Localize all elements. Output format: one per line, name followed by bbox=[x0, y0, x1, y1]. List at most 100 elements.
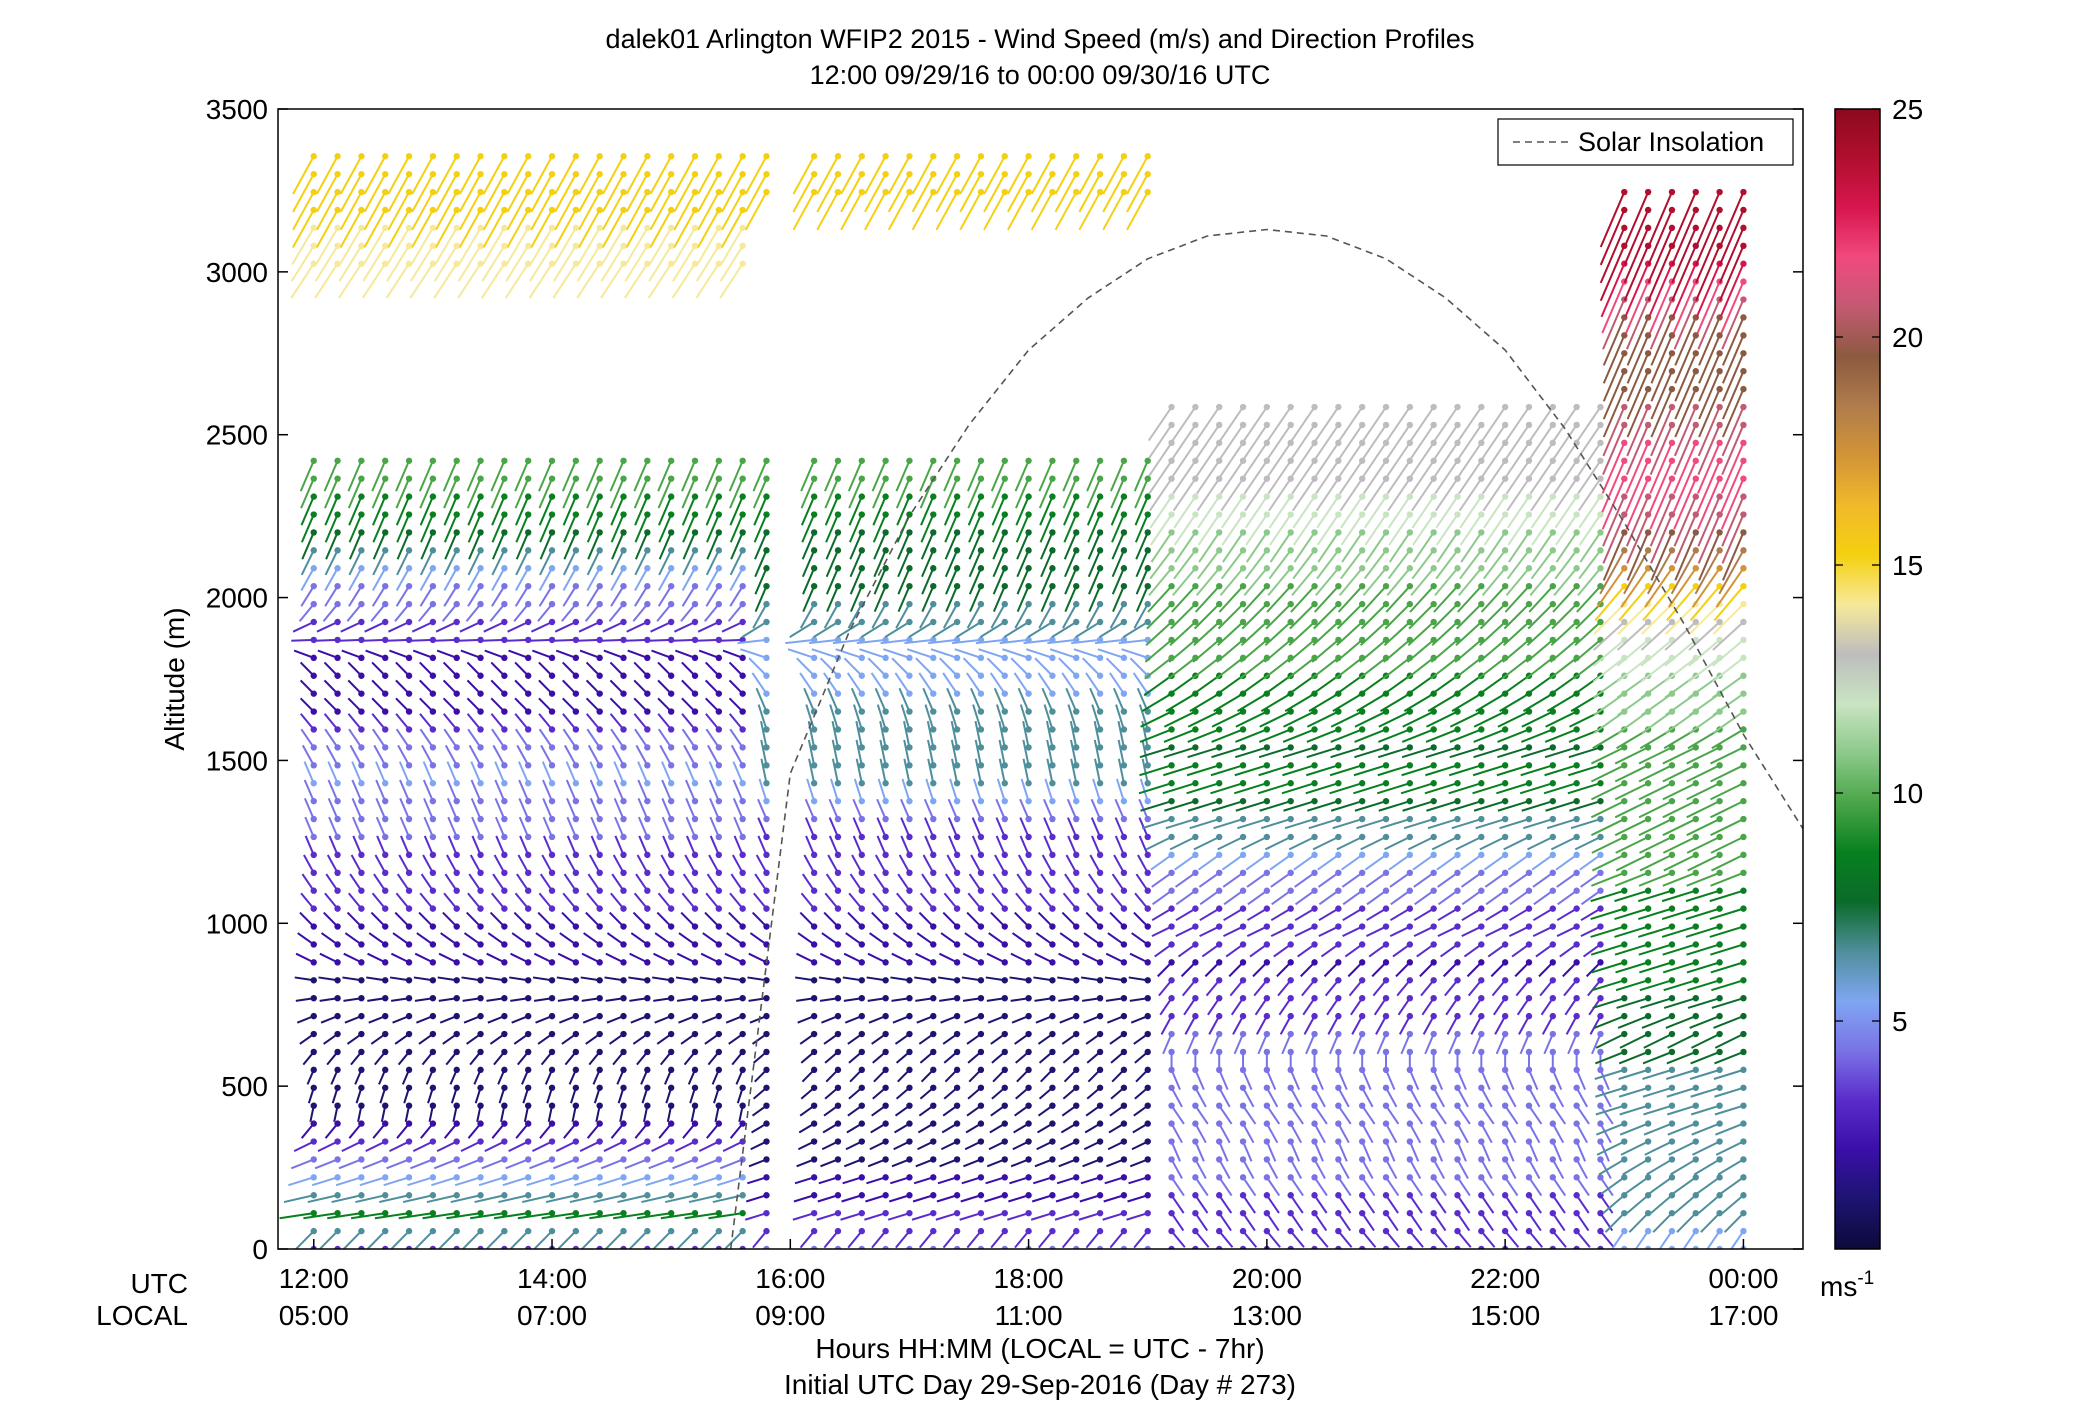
wind-barb bbox=[661, 779, 673, 802]
wind-barb-dot bbox=[1192, 780, 1199, 787]
wind-barb bbox=[950, 720, 959, 748]
wind-barb-dot bbox=[405, 260, 413, 267]
wind-barb-dot bbox=[1073, 869, 1080, 876]
wind-barb bbox=[1117, 758, 1125, 784]
wind-barb bbox=[729, 549, 744, 576]
wind-barb bbox=[1194, 1158, 1207, 1180]
wind-barb bbox=[799, 603, 816, 629]
wind-barb-dot bbox=[1287, 995, 1294, 1002]
wind-barb-dot bbox=[644, 1227, 651, 1235]
wind-barb-dot bbox=[1239, 1012, 1247, 1020]
wind-barb-dot bbox=[1430, 600, 1437, 608]
wind-barb-dot bbox=[739, 1192, 746, 1199]
wind-barb-dot bbox=[1335, 708, 1342, 715]
wind-barb-dot bbox=[1073, 959, 1080, 966]
wind-barb-dot bbox=[620, 1030, 627, 1038]
wind-barb-dot bbox=[596, 815, 603, 823]
wind-barb bbox=[968, 514, 982, 543]
wind-barb-dot bbox=[405, 959, 413, 966]
wind-barb bbox=[1088, 585, 1101, 613]
wind-barb-dot bbox=[358, 1209, 365, 1217]
wind-barb bbox=[611, 873, 625, 892]
wind-barb bbox=[888, 1194, 910, 1203]
wind-barb-dot bbox=[429, 726, 437, 733]
wind-barb-dot bbox=[548, 188, 556, 196]
wind-barb-dot bbox=[1430, 475, 1437, 482]
wind-barb bbox=[745, 1194, 767, 1203]
wind-barb-dot bbox=[644, 672, 651, 679]
wind-barb bbox=[1306, 710, 1339, 728]
wind-barb-dot bbox=[930, 1012, 937, 1020]
wind-barb-dot bbox=[977, 188, 985, 196]
wind-barb bbox=[986, 657, 1006, 677]
wind-barb-dot bbox=[1073, 600, 1080, 608]
wind-barb bbox=[867, 657, 887, 677]
wind-barb bbox=[1448, 1033, 1459, 1055]
wind-barb-dot bbox=[405, 762, 413, 769]
wind-barb bbox=[842, 1176, 863, 1185]
wind-barb-dot bbox=[405, 618, 413, 626]
wind-barb bbox=[672, 227, 696, 265]
wind-barb bbox=[376, 835, 387, 856]
wind-barb-dot bbox=[1001, 547, 1008, 554]
wind-barb bbox=[1413, 871, 1435, 888]
wind-barb-dot bbox=[1358, 511, 1366, 518]
wind-barb bbox=[1111, 873, 1125, 892]
wind-barb bbox=[1040, 585, 1054, 613]
wind-barb-dot bbox=[1478, 493, 1485, 500]
wind-barb-dot bbox=[620, 744, 627, 751]
wind-barb bbox=[513, 911, 529, 928]
wind-barb bbox=[1338, 1248, 1340, 1249]
wind-barb-dot bbox=[1192, 1138, 1199, 1145]
wind-barb bbox=[1361, 1123, 1374, 1144]
wind-barb-dot bbox=[572, 493, 580, 500]
wind-barb-dot bbox=[1406, 941, 1414, 948]
wind-barb bbox=[1303, 1015, 1316, 1035]
wind-barb-dot bbox=[1478, 941, 1485, 948]
wind-barb-dot bbox=[953, 1084, 961, 1091]
wind-barb bbox=[446, 761, 458, 784]
wind-barb-dot bbox=[1287, 600, 1294, 608]
wind-barb bbox=[1273, 943, 1292, 958]
wind-barb-dot bbox=[405, 1030, 413, 1038]
wind-barb bbox=[585, 460, 601, 492]
wind-barb-dot bbox=[977, 887, 985, 894]
wind-barb-dot bbox=[1406, 1227, 1414, 1235]
wind-barb bbox=[1437, 925, 1458, 938]
wind-barb bbox=[303, 761, 315, 784]
wind-barb-dot bbox=[1073, 762, 1080, 769]
wind-barb-dot bbox=[1144, 1245, 1151, 1249]
wind-barb bbox=[1010, 657, 1030, 677]
wind-barb-dot bbox=[834, 1012, 842, 1020]
wind-barb-dot bbox=[1168, 403, 1175, 411]
wind-barb-dot bbox=[572, 690, 580, 697]
wind-barb-dot bbox=[1120, 582, 1128, 590]
wind-barb bbox=[1102, 173, 1125, 213]
wind-barb-dot bbox=[501, 762, 508, 769]
wind-barb-dot bbox=[453, 1084, 460, 1091]
wind-barb bbox=[1473, 710, 1506, 728]
wind-barb bbox=[1242, 1069, 1253, 1091]
wind-barb-dot bbox=[882, 600, 889, 608]
wind-barb bbox=[1508, 925, 1530, 938]
wind-barb bbox=[872, 496, 887, 526]
wind-barb bbox=[516, 744, 530, 766]
wind-barb-dot bbox=[572, 1156, 580, 1163]
wind-barb-dot bbox=[834, 672, 842, 679]
wind-barb-dot bbox=[358, 475, 365, 482]
wind-barb bbox=[467, 549, 482, 576]
wind-barb-dot bbox=[882, 457, 889, 464]
wind-barb-dot bbox=[1049, 869, 1056, 876]
wind-barb bbox=[1398, 1015, 1411, 1035]
wind-barb bbox=[1291, 424, 1316, 459]
wind-barb bbox=[873, 549, 887, 578]
wind-barb-dot bbox=[906, 941, 913, 948]
wind-barb-dot bbox=[906, 188, 913, 196]
wind-barb-dot bbox=[1287, 1084, 1294, 1091]
wind-barb-dot bbox=[977, 726, 985, 733]
wind-barb-dot bbox=[1239, 1174, 1247, 1181]
wind-barb bbox=[554, 621, 577, 633]
wind-barb bbox=[1344, 943, 1363, 958]
wind-barb-dot bbox=[691, 1245, 699, 1249]
wind-barb-dot bbox=[1239, 887, 1247, 894]
